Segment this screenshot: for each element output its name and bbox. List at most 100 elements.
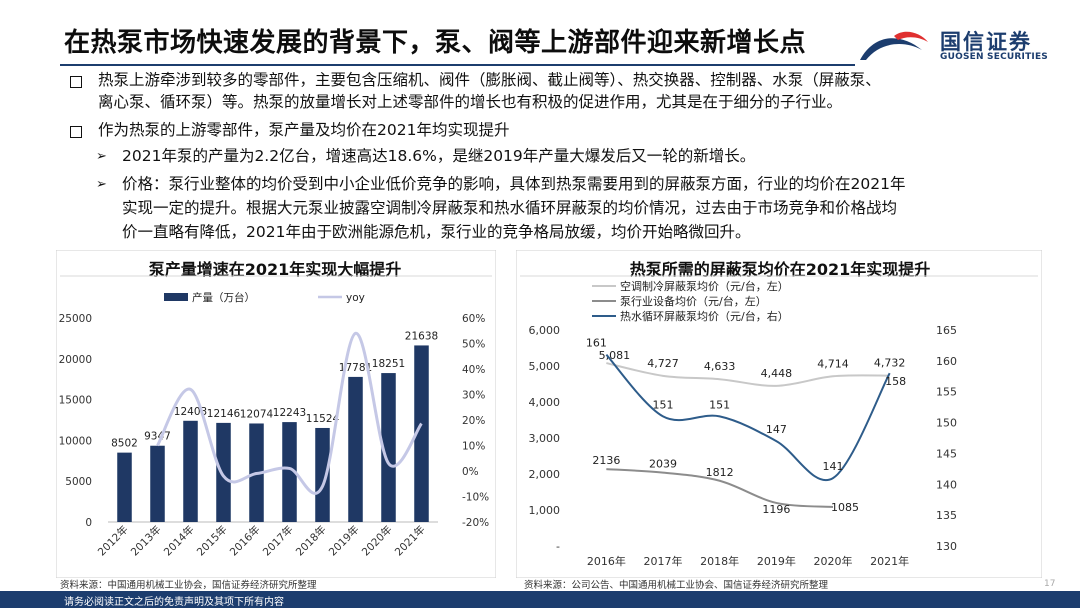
legend-label: 空调制冷屏蔽泵均价（元/台，左）	[620, 279, 789, 293]
bar-value-label: 17781	[339, 362, 372, 374]
data-label: 2039	[649, 458, 677, 471]
data-label: 141	[823, 460, 844, 473]
legend-yoy-label: yoy	[346, 292, 365, 304]
data-label: 158	[885, 375, 906, 388]
logo-text-en: GUOSEN SECURITIES	[940, 52, 1048, 62]
y-right-tick-label: 140	[936, 478, 957, 491]
series-line	[605, 354, 891, 482]
bullet-1-line-2: 离心泵、循环泵）等。热泵的放量增长对上述零部件的增长也有积极的促进作用，尤其是在…	[98, 93, 843, 111]
legend-label: 泵行业设备均价（元/台，左）	[620, 294, 767, 308]
data-label: 151	[709, 398, 730, 411]
data-label: 4,633	[704, 360, 736, 373]
yoy-line	[156, 331, 423, 495]
x-tick-label: 2012年	[95, 523, 131, 559]
x-tick-label: 2020年	[814, 554, 853, 568]
arrow-bullet-icon: ➢	[96, 149, 107, 164]
x-tick-label: 2019年	[326, 523, 362, 559]
y-left-tick-label: 4,000	[529, 396, 561, 409]
logo-swoosh-red	[894, 31, 928, 42]
y-right-tick-label: 10%	[462, 441, 485, 453]
y-left-tick-label: 0	[85, 517, 92, 529]
series-line	[606, 468, 834, 508]
left-chart-title: 泵产量增速在2021年实现大幅提升	[148, 260, 402, 279]
logo-text-cn: 国信证券	[940, 30, 1032, 54]
bar-value-label: 12243	[273, 407, 306, 419]
y-right-tick-label: 160	[936, 355, 957, 368]
data-label: 4,448	[761, 367, 793, 380]
x-tick-label: 2021年	[870, 554, 909, 568]
x-tick-label: 2016年	[587, 554, 626, 568]
y-right-tick-label: 165	[936, 324, 957, 337]
bar-value-label: 11524	[306, 413, 340, 425]
y-left-tick-label: 15000	[59, 395, 92, 407]
x-tick-label: 2020年	[359, 523, 395, 559]
y-right-tick-label: -10%	[462, 492, 489, 504]
left-chart-source: 资料来源：中国通用机械工业协会，国信证券经济研究所整理	[60, 580, 317, 591]
bar	[381, 373, 396, 522]
bar-value-label: 12146	[207, 408, 241, 420]
bullet-2: 作为热泵的上游零部件，泵产量及均价在2021年均实现提升	[98, 121, 510, 139]
title-divider	[60, 64, 855, 66]
y-left-tick-label: 2,000	[529, 468, 561, 481]
sub-bullet-2-line-3: 价一直略有降低，2021年由于欧洲能源危机，泵行业的竞争格局放缓，均价开始略微回…	[122, 223, 751, 241]
x-tick-label: 2016年	[227, 523, 263, 559]
bar	[117, 452, 132, 522]
y-right-tick-label: -20%	[462, 517, 489, 529]
bar	[348, 376, 363, 522]
legend-bar-swatch	[164, 293, 188, 301]
y-right-tick-label: 135	[936, 509, 957, 522]
x-tick-label: 2017年	[260, 523, 296, 559]
data-label: 151	[653, 398, 674, 411]
bar	[414, 345, 429, 522]
y-right-tick-label: 145	[936, 447, 957, 460]
y-right-tick-label: 40%	[462, 364, 485, 376]
data-label: 4,732	[874, 357, 906, 370]
bar-value-label: 12074	[240, 408, 274, 420]
data-label: 4,727	[647, 357, 679, 370]
bar	[282, 422, 297, 522]
production-chart: 产量（万台） yoy 0 5000 10000 15000 20000 25000 -20% -1…	[56, 250, 496, 578]
y-right-tick-label: 60%	[462, 313, 485, 325]
y-left-tick-label: 6,000	[529, 324, 561, 337]
y-right-tick-label: 0%	[462, 466, 479, 478]
bar	[315, 427, 330, 522]
y-right-tick-label: 30%	[462, 390, 485, 402]
x-tick-label: 2015年	[194, 523, 230, 559]
data-label: 2136	[592, 454, 620, 467]
y-left-tick-label: 25000	[59, 313, 92, 325]
y-left-tick-label: 5,000	[529, 360, 561, 373]
y-right-tick-label: 150	[936, 417, 957, 430]
sub-bullet-2-line-1: 价格：泵行业整体的均价受到中小企业低价竞争的影响，具体到热泵需要用到的屏蔽泵方面…	[122, 175, 906, 193]
logo-swoosh-navy	[860, 38, 922, 60]
arrow-bullet-icon: ➢	[96, 177, 107, 192]
footer-disclaimer: 请务必阅读正文之后的免责声明及其项下所有内容	[64, 597, 284, 608]
data-label: 4,714	[817, 357, 849, 370]
bullet-square-icon	[70, 126, 82, 138]
right-chart-title: 热泵所需的屏蔽泵均价在2021年实现提升	[629, 260, 931, 279]
y-right-tick-label: 50%	[462, 339, 485, 351]
bullet-square-icon	[70, 76, 82, 88]
data-label: 1812	[706, 466, 734, 479]
bar-value-label: 12403	[174, 406, 207, 418]
bar-value-label: 18251	[372, 358, 405, 370]
y-right-tick-label: 155	[936, 386, 957, 399]
x-tick-label: 2018年	[293, 523, 329, 559]
bar	[150, 445, 165, 522]
x-tick-label: 2013年	[128, 523, 164, 559]
y-left-tick-label: -	[556, 540, 560, 553]
x-tick-label: 2014年	[161, 523, 197, 559]
right-chart-source: 资料来源：公司公告、中国通用机械工业协会、国信证券经济研究所整理	[524, 580, 829, 591]
legend-label: 热水循环屏蔽泵均价（元/台，右）	[620, 309, 789, 323]
data-label: 147	[766, 423, 787, 436]
footer-bar	[0, 591, 1080, 608]
bar	[216, 422, 231, 522]
x-tick-label: 2017年	[644, 554, 683, 568]
price-chart: 空调制冷屏蔽泵均价（元/台，左）泵行业设备均价（元/台，左）热水循环屏蔽泵均价（…	[516, 250, 1042, 578]
y-left-tick-label: 3,000	[529, 432, 561, 445]
series-line	[606, 362, 890, 387]
data-label: 1196	[762, 503, 790, 516]
y-left-tick-label: 5000	[65, 476, 92, 488]
bar-value-label: 21638	[405, 330, 438, 342]
x-tick-label: 2018年	[700, 554, 739, 568]
sub-bullet-2-line-2: 实现一定的提升。根据大元泵业披露空调制冷屏蔽泵和热水循环屏蔽泵的均价情况，过去由…	[122, 199, 898, 217]
